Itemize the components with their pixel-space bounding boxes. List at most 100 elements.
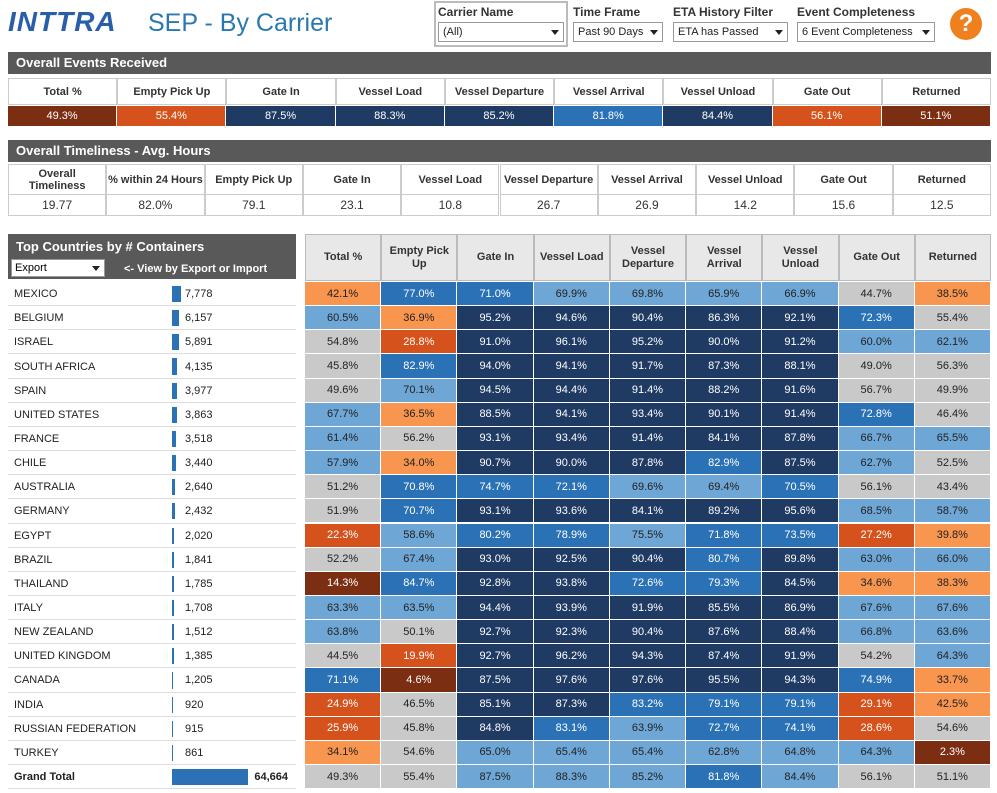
heat-cell: 60.0% — [838, 330, 915, 355]
heat-cell: 89.2% — [686, 499, 763, 524]
heat-cell: 79.1% — [762, 692, 839, 717]
heat-cell: 55.4% — [381, 765, 458, 790]
heat-cell: 66.7% — [838, 426, 915, 452]
country-name: MEXICO — [14, 288, 58, 301]
column-header: Total % — [8, 78, 118, 105]
heat-cell: 90.1% — [686, 402, 763, 427]
container-bar — [172, 527, 175, 544]
heat-cell: 70.5% — [762, 475, 839, 500]
heat-cell: 71.1% — [305, 668, 382, 693]
value-cell: 14.2 — [696, 195, 795, 216]
heat-cell: 87.5% — [457, 668, 534, 693]
column-header: Vessel Arrival — [597, 164, 697, 195]
heat-cell: 49.3% — [305, 765, 382, 790]
heat-cell: 74.1% — [762, 716, 839, 741]
heat-cell: 4.6% — [381, 668, 458, 693]
heat-cell: 93.1% — [457, 499, 534, 524]
heat-cell: 22.3% — [305, 523, 382, 548]
heat-cell: 19.9% — [381, 644, 458, 669]
filter-label: Time Frame — [573, 5, 641, 19]
container-label: 3,440 — [185, 457, 213, 470]
container-bar — [172, 382, 177, 399]
heat-cell: 54.2% — [838, 644, 915, 669]
heat-cell: 39.8% — [914, 523, 991, 548]
container-label: 915 — [185, 722, 204, 735]
heat-cell: 36.5% — [381, 402, 458, 427]
country-name: UNITED STATES — [14, 408, 100, 421]
heat-cell: 66.0% — [914, 547, 991, 572]
row-line — [8, 594, 296, 596]
filter-highlight — [434, 1, 568, 47]
column-header: Vessel Unload — [696, 164, 795, 195]
heat-cell: 66.8% — [838, 620, 915, 645]
container-label: 1,785 — [185, 577, 213, 590]
heat-cell: 63.3% — [305, 595, 382, 621]
help-button[interactable]: ? — [950, 8, 982, 40]
container-bar — [172, 430, 177, 448]
heat-cell: 70.7% — [381, 499, 458, 524]
heat-cell: 83.1% — [533, 716, 610, 741]
row-line — [8, 739, 296, 741]
heat-cell: 49.9% — [914, 378, 991, 403]
container-bar — [172, 744, 173, 761]
container-bar — [172, 455, 177, 472]
value-cell: 81.8% — [554, 106, 664, 126]
heat-cell: 72.6% — [609, 571, 687, 596]
heat-cell: 88.3% — [533, 765, 610, 790]
container-label: 2,432 — [185, 505, 213, 518]
container-bar — [172, 599, 174, 617]
heat-cell: 63.9% — [609, 716, 687, 741]
heat-cell: 54.6% — [914, 716, 991, 741]
heat-cell: 63.5% — [381, 595, 458, 621]
dropdown[interactable]: 6 Event Completeness — [797, 22, 935, 42]
heat-cell: 90.4% — [609, 620, 687, 645]
container-label: 2,640 — [185, 481, 213, 494]
heat-cell: 69.6% — [609, 475, 687, 500]
dropdown-arrow — [775, 30, 783, 35]
heat-cell: 93.0% — [457, 547, 534, 572]
heat-cell: 57.9% — [305, 451, 382, 476]
heat-cell: 67.6% — [914, 595, 991, 621]
container-bar — [172, 479, 176, 496]
value-cell: 55.4% — [117, 106, 227, 126]
heat-cell: 80.7% — [686, 547, 763, 572]
heat-cell: 34.1% — [305, 740, 382, 765]
container-label: 1,841 — [185, 553, 213, 566]
heat-cell: 62.1% — [914, 330, 991, 355]
container-label: 1,385 — [185, 650, 213, 663]
heat-cell: 63.0% — [838, 547, 915, 572]
heat-cell: 56.1% — [838, 765, 915, 790]
column-header: Vessel Load — [335, 78, 445, 105]
value-cell: 10.8 — [401, 195, 500, 216]
country-name: EGYPT — [14, 529, 52, 542]
dropdown[interactable]: Export — [11, 259, 105, 277]
heat-cell: 82.9% — [381, 354, 458, 379]
heat-cell: 66.9% — [762, 282, 839, 307]
heat-cell: 67.6% — [838, 595, 915, 621]
dropdown[interactable]: ETA has Passed — [673, 22, 788, 42]
row-line — [8, 353, 296, 355]
heat-cell: 92.1% — [762, 306, 839, 331]
heat-cell: 45.8% — [305, 354, 382, 379]
container-label: 3,518 — [185, 432, 213, 445]
heat-cell: 86.3% — [686, 306, 763, 331]
dropdown[interactable]: Past 90 Days — [573, 22, 663, 42]
row-line — [8, 329, 296, 331]
country-name: FRANCE — [14, 432, 60, 445]
heat-cell: 87.6% — [686, 620, 763, 645]
heat-cell: 94.3% — [609, 644, 687, 669]
heat-cell: 79.1% — [686, 692, 763, 717]
heat-cell: 73.5% — [762, 523, 839, 548]
heat-cell: 72.1% — [533, 475, 610, 500]
column-header: Vessel Departure — [444, 78, 555, 105]
filter-label: Event Completeness — [797, 5, 916, 19]
heat-cell: 51.2% — [305, 475, 382, 500]
heat-cell: 49.6% — [305, 378, 382, 403]
dropdown[interactable]: (All) — [438, 22, 564, 42]
heat-cell: 87.3% — [686, 354, 763, 379]
container-label: 1,512 — [185, 626, 213, 639]
heat-cell: 55.4% — [914, 306, 991, 331]
heat-cell: 90.7% — [457, 451, 534, 476]
heat-cell: 60.5% — [305, 306, 382, 331]
